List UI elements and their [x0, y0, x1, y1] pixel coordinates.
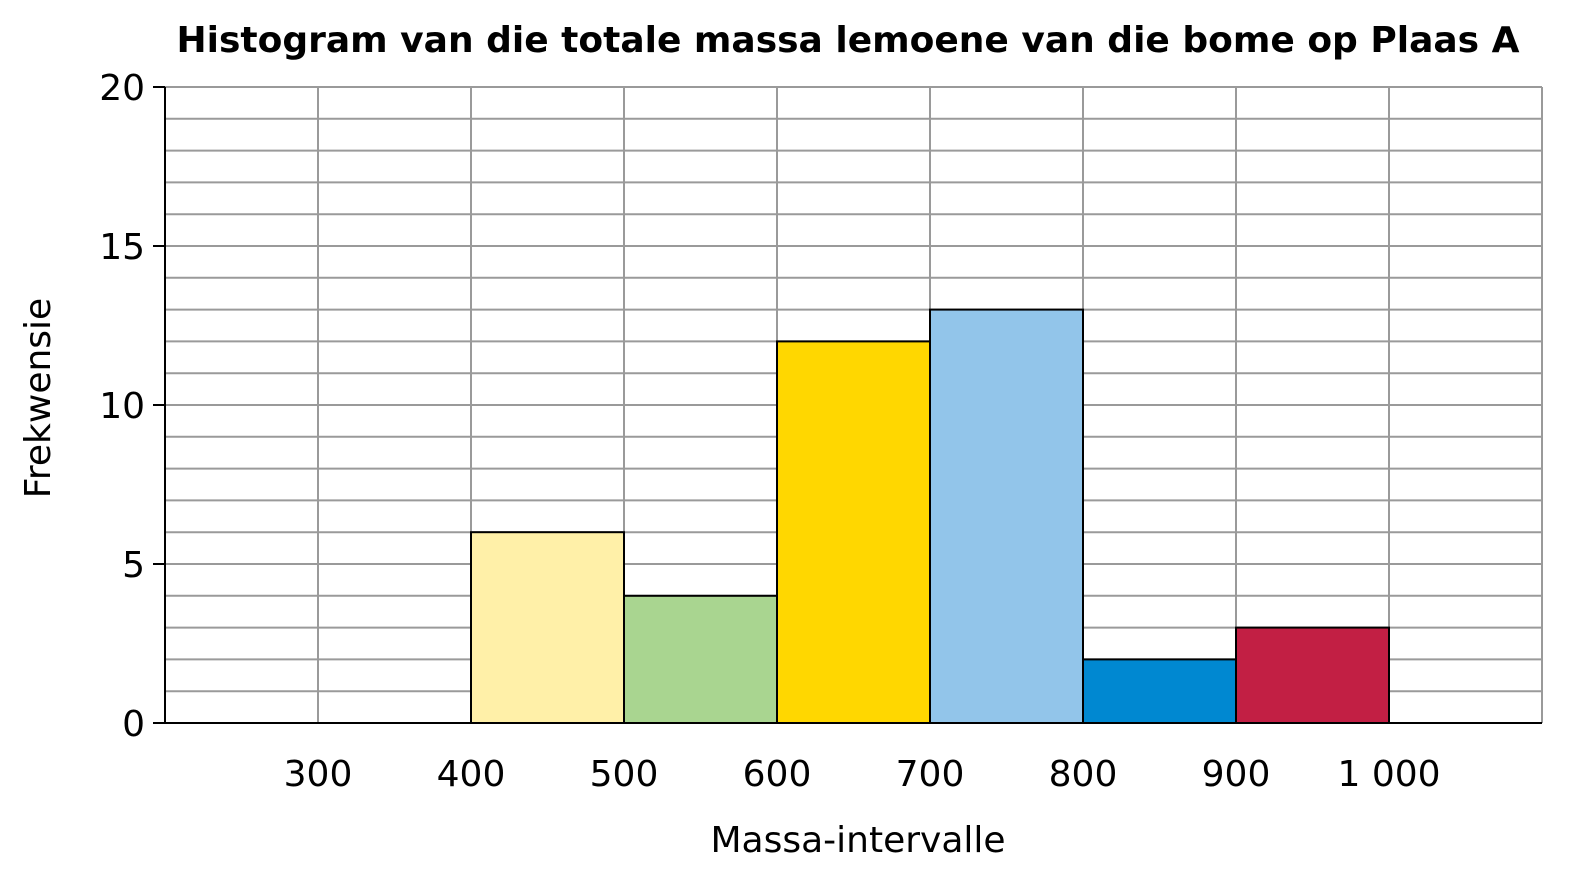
x-tick-labels: 300 400 500 600 700 800 900 1 000 — [284, 754, 1441, 795]
y-tick-labels: 0 5 10 15 20 — [99, 68, 165, 745]
histogram-bar — [1082, 658, 1237, 725]
x-tick-label: 500 — [590, 754, 659, 795]
y-tick-label: 20 — [99, 68, 145, 109]
y-tick-label: 10 — [99, 386, 145, 427]
y-axis-label: Frekwensie — [18, 298, 59, 498]
y-tick-label: 0 — [122, 704, 145, 745]
histogram-bars — [470, 308, 1390, 725]
x-tick-label: 800 — [1049, 754, 1118, 795]
histogram-bar — [623, 594, 778, 724]
x-axis-label: Massa-intervalle — [710, 820, 1005, 861]
x-tick-label: 1 000 — [1337, 754, 1440, 795]
x-tick-label: 600 — [743, 754, 812, 795]
histogram-bar — [470, 531, 625, 725]
histogram-bar — [776, 340, 931, 724]
y-tick-label: 15 — [99, 227, 145, 268]
chart-title: Histogram van die totale massa lemoene v… — [176, 20, 1519, 61]
y-tick-label: 5 — [122, 545, 145, 586]
x-tick-label: 400 — [437, 754, 506, 795]
histogram-bar — [929, 308, 1084, 724]
x-tick-label: 700 — [896, 754, 965, 795]
x-tick-label: 900 — [1202, 754, 1271, 795]
histogram-bar — [1235, 626, 1390, 724]
x-tick-label: 300 — [284, 754, 353, 795]
